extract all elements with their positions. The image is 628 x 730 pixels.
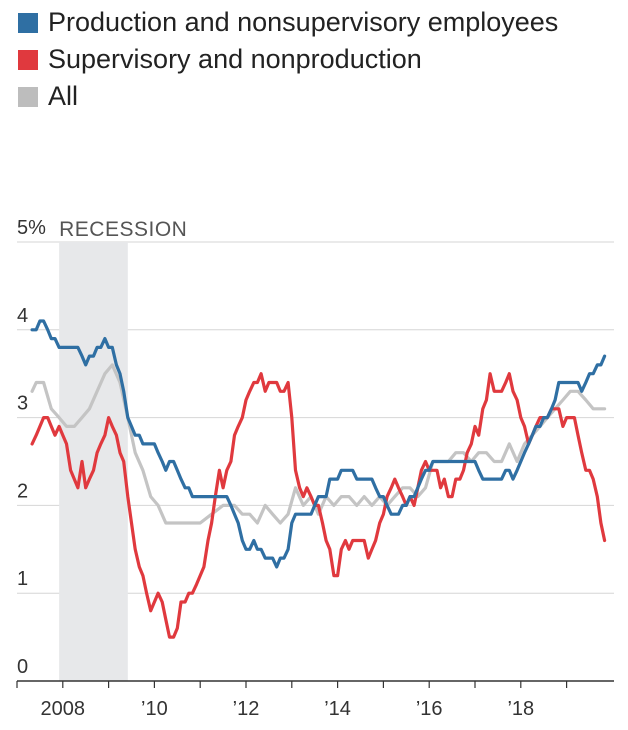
y-tick-label: 0 [17, 656, 28, 678]
legend-label-production: Production and nonsupervisory employees [48, 7, 559, 37]
series-line-production-and-nonsupervisory-employees [30, 319, 607, 569]
y-tick-label: 4 [17, 305, 28, 327]
recession-label: RECESSION [59, 218, 187, 241]
x-tick-label: ’10 [141, 698, 168, 720]
legend-item-all: All [18, 78, 618, 115]
series-line-supervisory-and-nonproduction [30, 372, 607, 639]
x-tick-label: 2008 [41, 698, 86, 720]
x-tick-label: ’12 [233, 698, 260, 720]
legend-swatch-all [18, 87, 38, 107]
legend-swatch-supervisory [18, 50, 38, 70]
y-tick-label: 1 [17, 568, 28, 590]
legend-label-supervisory: Supervisory and nonproduction [48, 44, 422, 74]
legend-item-supervisory: Supervisory and nonproduction [18, 41, 618, 78]
x-tick-label: ’14 [324, 698, 351, 720]
x-tick-label: ’16 [416, 698, 443, 720]
legend-label-all: All [48, 81, 79, 111]
series-lines [30, 319, 607, 639]
legend-swatch-production [18, 13, 38, 33]
y-tick-label: 2 [17, 480, 28, 502]
axes: 5% 4 3 2 1 0 RECESSION 2008 ’10 ’12 ’14 ’16 ’18 [16, 217, 614, 720]
y-tick-label: 3 [17, 393, 28, 415]
legend: Production and nonsupervisory employees … [18, 4, 618, 115]
series-line-all [30, 363, 607, 525]
x-tick-label: ’18 [507, 698, 534, 720]
y-tick-label: 5% [17, 217, 46, 239]
legend-item-production: Production and nonsupervisory employees [18, 4, 618, 41]
